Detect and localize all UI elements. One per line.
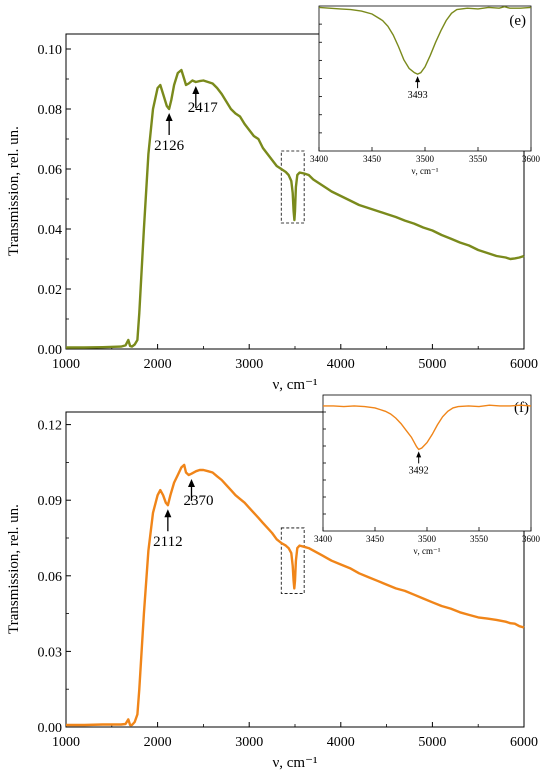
- top-x-tick-label: 5000: [418, 357, 446, 372]
- top-y-tick-label: 0.06: [38, 163, 63, 178]
- bottom-inset: 3400 3450 3500 3550 3600 ν, cm⁻¹ (f) 3492: [314, 394, 541, 556]
- top-x-axis-label: ν, cm⁻¹: [272, 377, 317, 393]
- top-x-tick-label: 1000: [52, 357, 80, 372]
- top-dashed-region: [280, 150, 305, 224]
- bottom-inset-x-tick-label: 3550: [470, 534, 489, 544]
- bottom-inset-x-tick-label: 3600: [522, 534, 541, 544]
- top-inset-x-tick-label: 3400: [310, 154, 329, 164]
- bottom-inset-annotation-label: 3492: [409, 465, 429, 476]
- bottom-chart: 1000 2000 3000 4000 5000 6000 0.000.030.060.0…: [6, 394, 541, 771]
- bottom-y-tick-label: 0.06: [38, 570, 63, 585]
- bottom-x-tick-label: 2000: [144, 735, 172, 750]
- top-inset-x-tick-label: 3500: [416, 154, 435, 164]
- top-y-tick-label: 0.08: [38, 103, 63, 118]
- top-x-tick-label: 2000: [144, 357, 172, 372]
- bottom-annotation-arrow-head: [187, 479, 195, 487]
- bottom-y-tick-label: 0.09: [38, 494, 63, 509]
- bottom-inset-x-ticks: 3400 3450 3500 3550 3600: [314, 527, 541, 544]
- top-inset-x-tick-label: 3450: [363, 154, 382, 164]
- bottom-dashed-region: [280, 527, 305, 594]
- top-panel-letter: (e): [509, 13, 526, 29]
- top-y-tick-label: 0.04: [38, 223, 63, 238]
- bottom-inset-annotation: 3492: [409, 451, 429, 476]
- bottom-inset-series-line: [323, 404, 532, 451]
- top-annotation-arrow-head: [192, 86, 200, 94]
- bottom-x-ticks: 1000 2000 3000 4000 5000 6000: [52, 722, 538, 750]
- top-inset-y-ticks: [319, 23, 322, 134]
- bottom-inset-x-axis-label: ν, cm⁻¹: [413, 546, 440, 556]
- bottom-inset-y-ticks: [323, 411, 326, 515]
- top-x-tick-label: 6000: [510, 357, 538, 372]
- bottom-annotations: 2112 2370: [153, 479, 213, 550]
- bottom-series-line: [66, 463, 525, 727]
- top-annotation-label: 2417: [188, 100, 219, 116]
- bottom-annotation-label: 2370: [183, 493, 213, 509]
- top-x-ticks: 1000 2000 3000 4000 5000 6000: [52, 344, 538, 372]
- bottom-x-tick-label: 3000: [235, 735, 263, 750]
- bottom-x-tick-label: 4000: [327, 735, 355, 750]
- top-y-tick-label: 0.00: [38, 343, 63, 358]
- top-x-tick-label: 3000: [235, 357, 263, 372]
- bottom-inset-annotation-arrow-head: [416, 451, 422, 458]
- bottom-panel-letter: (f): [514, 400, 529, 416]
- top-inset-annotation: 3493: [408, 76, 428, 101]
- bottom-x-tick-label: 6000: [510, 735, 538, 750]
- top-inset-x-axis-label: ν, cm⁻¹: [411, 166, 438, 176]
- bottom-x-axis-label: ν, cm⁻¹: [272, 755, 317, 771]
- top-y-ticks: 0.00 0.02 0.04 0.06 0.08 0.10: [38, 43, 71, 358]
- top-y-tick-label: 0.02: [38, 283, 63, 298]
- top-series-line: [66, 68, 525, 349]
- top-inset: 3400 3450 3500 3550 3600 ν, cm⁻¹ (e) 3493: [310, 5, 541, 176]
- top-inset-series-line: [318, 5, 532, 75]
- bottom-x-tick-label: 1000: [52, 735, 80, 750]
- bottom-inset-x-tick-label: 3500: [418, 534, 437, 544]
- top-y-tick-label: 0.10: [38, 43, 63, 58]
- top-annotations: 2126 2417: [154, 86, 218, 154]
- bottom-inset-x-tick-label: 3450: [366, 534, 385, 544]
- top-y-axis-label: Transmission, rel. un.: [6, 126, 22, 256]
- bottom-annotation-label: 2112: [153, 534, 182, 550]
- top-x-tick-label: 4000: [327, 357, 355, 372]
- top-annotation-label: 2126: [154, 138, 185, 154]
- top-chart: 1000 2000 3000 4000 5000 6000 0.000.020.040.0…: [6, 5, 541, 393]
- bottom-y-tick-label: 0.00: [38, 721, 63, 736]
- bottom-x-tick-label: 5000: [418, 735, 446, 750]
- top-inset-x-ticks: 3400 3450 3500 3550 3600: [310, 147, 541, 164]
- bottom-inset-x-tick-label: 3400: [314, 534, 333, 544]
- bottom-annotation-arrow-head: [164, 509, 172, 518]
- bottom-y-tick-label: 0.03: [38, 645, 63, 660]
- bottom-inset-frame: [322, 394, 532, 532]
- top-inset-frame: [318, 5, 532, 152]
- top-inset-annotation-arrow-head: [415, 76, 421, 83]
- bottom-y-tick-label: 0.12: [38, 419, 63, 434]
- top-annotation-arrow-head: [165, 113, 173, 121]
- top-inset-x-tick-label: 3600: [522, 154, 541, 164]
- top-inset-annotation-label: 3493: [408, 90, 428, 101]
- bottom-y-axis-label: Transmission, rel. un.: [6, 504, 22, 634]
- top-inset-x-tick-label: 3550: [469, 154, 488, 164]
- bottom-y-ticks: 0.00 0.03 0.06 0.09 0.12: [38, 419, 71, 736]
